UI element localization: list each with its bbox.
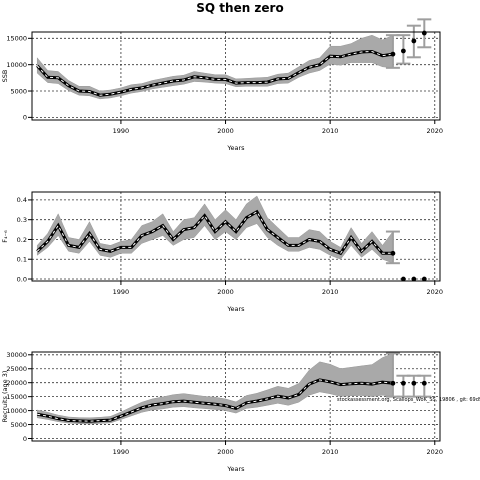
x-axis-label: Years <box>226 305 245 313</box>
y-tick-label: 0.0 <box>17 275 27 283</box>
forecast-point <box>421 276 427 282</box>
recruitment-panel: 1990 2000 2010 2020 0 5000 10000 15000 20000 2500… <box>1 351 480 473</box>
y-tick-label: 30000 <box>6 351 27 359</box>
y-tick-label: 5000 <box>10 87 27 95</box>
estimate-line-dashes <box>36 211 393 254</box>
x-tick-label: 2010 <box>322 288 339 296</box>
x-axis-label: Years <box>226 465 245 473</box>
x-tick-label: 1990 <box>113 127 130 135</box>
confidence-band <box>36 353 394 425</box>
forecast-point <box>390 51 396 57</box>
estimate-line-dashes <box>37 379 393 422</box>
forecast-point <box>400 276 406 282</box>
y-tick-label: 10000 <box>6 61 27 69</box>
y-tick-label: 20000 <box>6 379 27 387</box>
x-tick-label: 2000 <box>217 127 234 135</box>
forecast-point <box>411 276 417 282</box>
forecast-point <box>390 380 396 386</box>
confidence-band <box>36 34 394 100</box>
y-tick-label: 0.3 <box>17 216 27 224</box>
forecast-point <box>390 250 396 256</box>
estimate-line-dashes <box>36 50 393 96</box>
x-tick-label: 2010 <box>322 127 339 135</box>
y-tick-label: 0 <box>23 435 27 443</box>
y-axis-label: F₄₋₆ <box>1 230 9 243</box>
watermark-text: stockassessment.org, Scallops_WoK_SS, 19… <box>337 397 480 403</box>
x-axis-label: Years <box>226 144 245 152</box>
forecast-point <box>400 380 406 386</box>
forecast-point <box>421 30 427 36</box>
x-tick-label: 2020 <box>426 288 443 296</box>
y-tick-label: 5000 <box>10 421 27 429</box>
plot-frame <box>31 191 441 282</box>
y-tick-label: 0.1 <box>17 256 27 264</box>
ssb-panel: 1990 2000 2010 2020 0 5000 10000 15000 Years SSB <box>1 18 443 152</box>
forecast-point <box>421 380 427 386</box>
x-tick-label: 2000 <box>217 448 234 456</box>
y-tick-label: 15000 <box>6 393 27 401</box>
y-axis-label: Recruits (age 3) <box>1 371 9 423</box>
chart-title: SQ then zero <box>196 1 284 15</box>
x-tick-label: 2020 <box>426 448 443 456</box>
y-tick-label: 25000 <box>6 365 27 373</box>
x-tick-label: 1990 <box>113 288 130 296</box>
y-axis-label: SSB <box>1 70 9 83</box>
y-tick-label: 0.2 <box>17 236 27 244</box>
y-tick-label: 0.4 <box>17 196 27 204</box>
x-tick-label: 2000 <box>217 288 234 296</box>
fishing-mortality-panel: 1990 2000 2010 2020 0.0 0.1 0.2 0.3 0.4 Years F₄₋₆ <box>1 191 443 313</box>
y-tick-label: 15000 <box>6 35 27 43</box>
forecast-point <box>411 38 417 44</box>
x-tick-label: 2010 <box>322 448 339 456</box>
x-tick-label: 2020 <box>426 127 443 135</box>
y-tick-label: 0 <box>23 114 27 122</box>
plot-frame <box>31 31 441 121</box>
y-tick-label: 10000 <box>6 407 27 415</box>
forecast-point <box>411 380 417 386</box>
x-tick-label: 1990 <box>113 448 130 456</box>
forecast-point <box>400 48 406 54</box>
